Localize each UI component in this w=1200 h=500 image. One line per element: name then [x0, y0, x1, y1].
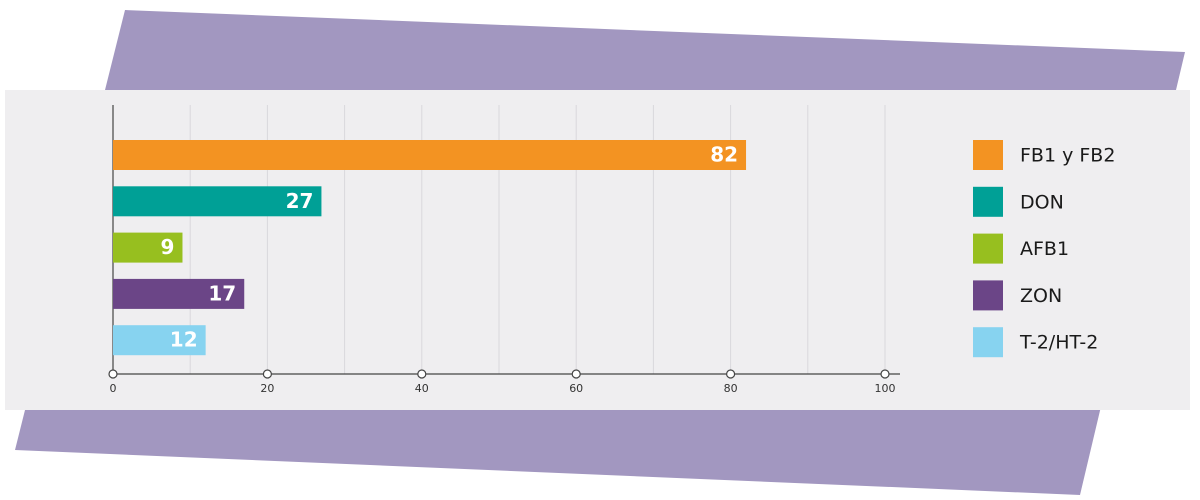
x-tick-label: 40	[415, 382, 429, 395]
x-tick-label: 80	[724, 382, 738, 395]
value-label: 82	[710, 143, 738, 167]
bar	[113, 325, 206, 356]
legend-label: AFB1	[1020, 238, 1069, 260]
legend-label: T-2/HT-2	[1019, 332, 1098, 354]
tick-mark	[725, 369, 736, 379]
tick-mark	[571, 369, 581, 379]
tick-mark	[262, 369, 272, 379]
bar	[113, 140, 747, 170]
tick-mark	[880, 369, 890, 379]
value-label: 12	[170, 328, 198, 352]
tick-mark	[417, 369, 427, 379]
value-label: 9	[161, 235, 175, 259]
x-tick-label: 20	[260, 382, 274, 395]
value-label: 17	[208, 281, 236, 305]
x-tick-label: 60	[569, 382, 583, 395]
legend-swatch	[973, 186, 1003, 217]
chart-panel	[5, 90, 1190, 410]
legend-label: DON	[1020, 191, 1064, 213]
x-tick-label: 100	[875, 382, 896, 395]
x-tick-label: 0	[110, 382, 117, 395]
bar	[113, 232, 183, 263]
legend-label: FB1 y FB2	[1020, 145, 1115, 167]
bar	[113, 278, 245, 309]
legend-swatch	[973, 327, 1003, 358]
legend-swatch	[973, 140, 1003, 170]
legend-swatch	[973, 280, 1003, 311]
legend-swatch	[973, 233, 1003, 264]
value-label: 27	[286, 189, 314, 213]
bar	[113, 186, 322, 217]
tick-mark	[108, 369, 118, 379]
legend-label: ZON	[1020, 285, 1062, 307]
